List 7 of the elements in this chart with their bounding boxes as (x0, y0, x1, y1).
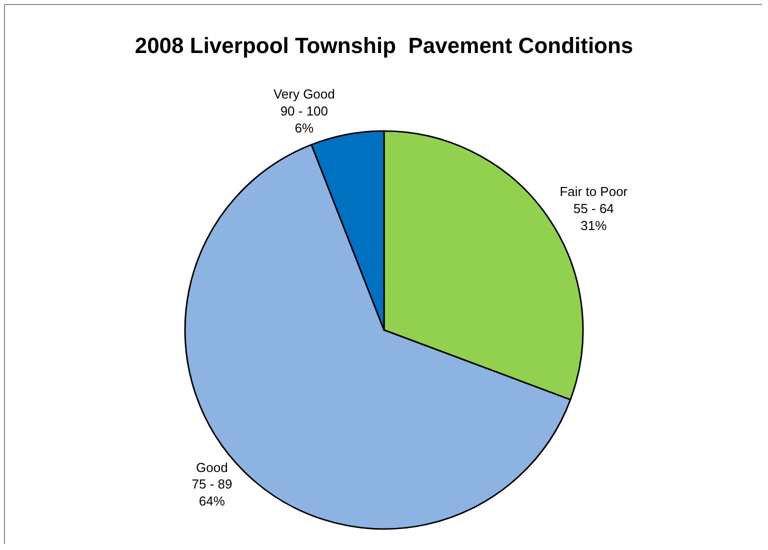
chart-title: 2008 Liverpool Township Pavement Conditions (134, 32, 634, 58)
slice-label: Very Good 90 - 100 (273, 86, 335, 118)
slice-label: Fair to Poor 55 - 64 (560, 184, 628, 216)
data-label: 31% (580, 218, 608, 234)
slice-label: Good 75 - 89 (192, 460, 232, 492)
data-label: 64% (198, 494, 226, 509)
data-label: 6% (294, 120, 314, 136)
